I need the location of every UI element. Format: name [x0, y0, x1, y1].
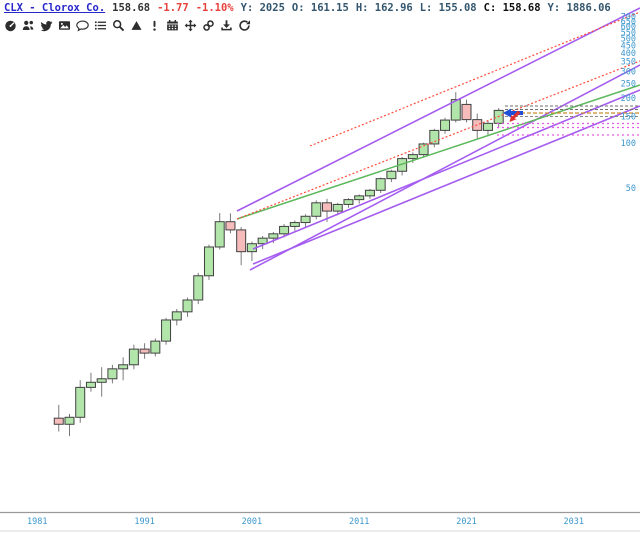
refresh-icon[interactable]	[237, 18, 251, 32]
candle-1994[interactable]	[171, 308, 182, 326]
link-icon[interactable]	[201, 18, 215, 32]
channel-upper-purple[interactable]	[236, 7, 640, 212]
candle-1997[interactable]	[203, 244, 214, 280]
candle-1987[interactable]	[96, 367, 107, 397]
resistance-red-dotted-2[interactable]	[309, 11, 640, 147]
y-axis-label-700: 700	[621, 13, 636, 23]
x-axis-label-2001: 2001	[242, 517, 262, 527]
candle-2021[interactable]	[461, 99, 472, 123]
symbol-link[interactable]: CLX - Clorox Co.	[4, 2, 106, 14]
candle-1995[interactable]	[182, 297, 193, 317]
candle-1984[interactable]	[64, 413, 75, 437]
y-axis-label-400: 400	[621, 49, 636, 59]
candle-1983[interactable]	[53, 404, 64, 432]
y-axis-label-200: 200	[621, 94, 636, 104]
candle-2022[interactable]	[472, 113, 483, 139]
exclamation-icon[interactable]	[147, 18, 161, 32]
candle-2006[interactable]	[300, 214, 311, 228]
down-move-arrow-red[interactable]	[509, 110, 521, 123]
list-icon[interactable]	[93, 18, 107, 32]
candle-2002[interactable]	[257, 235, 268, 250]
comment-icon[interactable]	[75, 18, 89, 32]
resistance-red-dotted-1[interactable]	[236, 60, 640, 220]
gauge-icon[interactable]	[3, 18, 17, 32]
channel-inner-purple[interactable]	[252, 89, 640, 250]
candle-2007[interactable]	[311, 200, 322, 220]
channel-median-purple[interactable]	[249, 64, 640, 271]
candle-2015[interactable]	[397, 156, 408, 176]
calendar-icon[interactable]	[165, 18, 179, 32]
candle-2012[interactable]	[364, 188, 375, 199]
candle-2011[interactable]	[354, 194, 365, 204]
candle-2005[interactable]	[289, 220, 300, 231]
x-axis-label-2031: 2031	[564, 517, 584, 527]
y-axis-label-500: 500	[621, 35, 636, 45]
candle-1999[interactable]	[225, 213, 236, 234]
toolbar	[3, 18, 255, 32]
candle-2000[interactable]	[236, 227, 247, 266]
candle-1998[interactable]	[214, 212, 225, 250]
candle-2019[interactable]	[440, 117, 451, 134]
quote-field-l: L: 155.08	[419, 2, 477, 14]
candle-1986[interactable]	[85, 372, 96, 392]
quote-field-y: Y: 1886.06	[547, 2, 611, 14]
candle-1990[interactable]	[128, 344, 139, 370]
search-icon[interactable]	[111, 18, 125, 32]
candle-1992[interactable]	[150, 338, 161, 357]
quote-field-y: Y: 2025	[240, 2, 285, 14]
candle-1989[interactable]	[118, 357, 129, 381]
candle-1988[interactable]	[107, 364, 118, 384]
twitter-icon[interactable]	[39, 18, 53, 32]
download-icon[interactable]	[219, 18, 233, 32]
y-axis-label-250: 250	[621, 80, 636, 90]
candle-1991[interactable]	[139, 343, 150, 359]
y-axis-label-150: 150	[621, 113, 636, 123]
candle-1993[interactable]	[161, 317, 172, 345]
y-axis-label-550: 550	[621, 28, 636, 38]
candle-2020[interactable]	[450, 92, 461, 123]
candle-2010[interactable]	[343, 198, 354, 208]
triangle-up-icon[interactable]	[129, 18, 143, 32]
y-axis-label-600: 600	[621, 23, 636, 33]
candle-2018[interactable]	[429, 128, 440, 148]
y-axis-label-350: 350	[621, 58, 636, 68]
candle-2001[interactable]	[246, 241, 257, 262]
x-axis-label-2011: 2011	[349, 517, 369, 527]
image-icon[interactable]	[57, 18, 71, 32]
users-icon[interactable]	[21, 18, 35, 32]
y-axis-label-100: 100	[621, 139, 636, 149]
candle-2004[interactable]	[279, 224, 290, 238]
ohlc-fields: Y: 2025 O: 161.15 H: 162.96 L: 155.08 C: 158…	[234, 2, 611, 14]
x-axis-label-1981: 1981	[27, 517, 47, 527]
quote-header: CLX - Clorox Co. 158.68 -1.77 -1.10% Y: 2025…	[4, 2, 611, 16]
y-axis-label-50: 50	[626, 184, 636, 194]
candle-2023[interactable]	[482, 120, 493, 136]
candle-1985[interactable]	[75, 380, 86, 423]
y-axis-label-450: 450	[621, 41, 636, 51]
candle-2014[interactable]	[386, 169, 397, 183]
last-price: 158.68	[112, 2, 151, 14]
candle-2013[interactable]	[375, 177, 386, 194]
move-icon[interactable]	[183, 18, 197, 32]
x-axis-label-1991: 1991	[134, 517, 154, 527]
support-green[interactable]	[236, 84, 640, 220]
y-axis-label-650: 650	[621, 17, 636, 27]
x-axis-label-2021: 2021	[456, 517, 476, 527]
channel-lower-purple[interactable]	[252, 105, 640, 265]
change-value: -1.77	[157, 2, 189, 14]
quote-field-h: H: 162.96	[355, 2, 413, 14]
change-percent: -1.10%	[195, 2, 234, 14]
current-price-arrow-blue[interactable]	[503, 108, 523, 118]
quote-field-c: C: 158.68	[483, 2, 541, 14]
candle-1996[interactable]	[193, 272, 204, 305]
candle-2009[interactable]	[332, 202, 343, 216]
y-axis-label-300: 300	[621, 68, 636, 78]
candle-2017[interactable]	[418, 142, 429, 158]
quote-field-o: O: 161.15	[291, 2, 349, 14]
